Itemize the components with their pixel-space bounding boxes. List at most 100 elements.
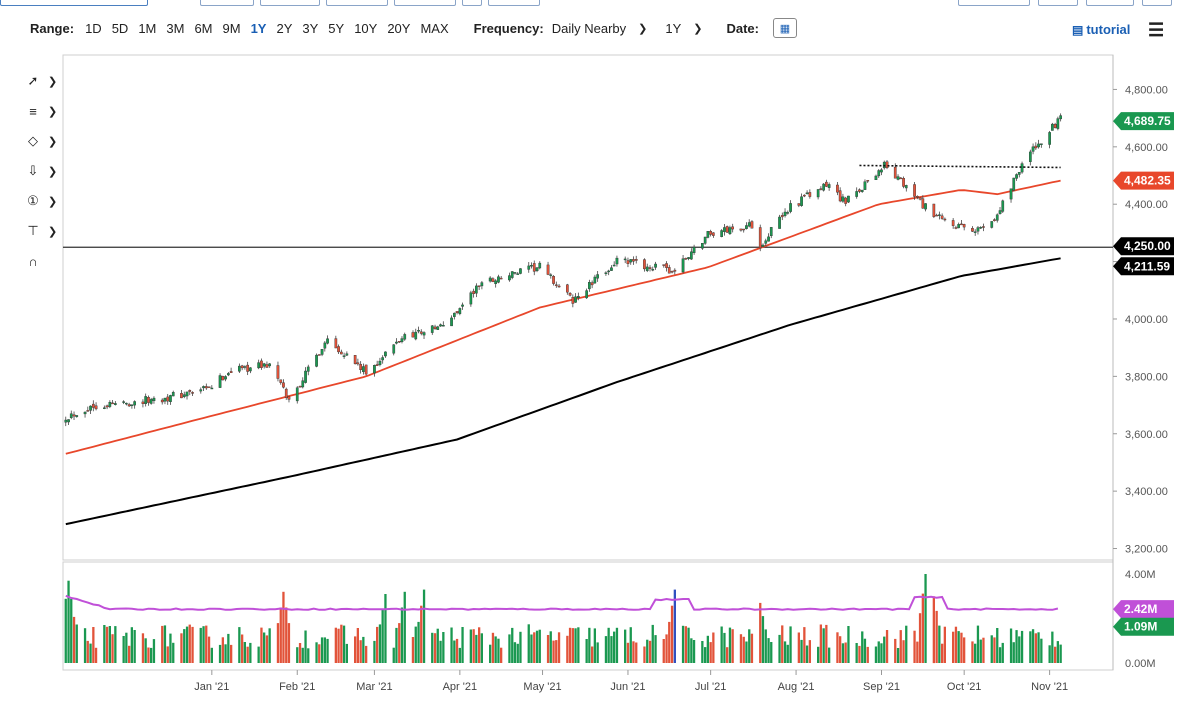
candle bbox=[494, 279, 497, 288]
volume-bar bbox=[885, 630, 889, 663]
annotation-tool[interactable]: ① ❯ bbox=[22, 186, 62, 216]
drawing-tools: ➚ ❯ ≡ ❯ ◇ ❯ ⇩ ❯ ① ❯ ⊤ ❯ ∩ bbox=[22, 66, 62, 276]
candle bbox=[827, 182, 831, 191]
candle-body bbox=[673, 269, 677, 272]
range-option-1y[interactable]: 1Y bbox=[250, 20, 267, 36]
candle bbox=[706, 231, 710, 239]
candle-body bbox=[615, 257, 619, 265]
candle-body bbox=[632, 259, 635, 262]
volume-bar bbox=[960, 632, 963, 663]
volume-bar bbox=[535, 630, 539, 663]
volume-bar bbox=[874, 646, 878, 663]
candle-body bbox=[979, 226, 983, 229]
volume-tick-label: 4.00M bbox=[1125, 569, 1156, 581]
range-option-1m[interactable]: 1M bbox=[138, 20, 157, 36]
line-tool[interactable]: ➚ ❯ bbox=[22, 66, 62, 96]
candle bbox=[612, 261, 616, 267]
shape-tool[interactable]: ◇ ❯ bbox=[22, 126, 62, 156]
candle-body bbox=[111, 402, 114, 405]
candle-body bbox=[246, 364, 249, 372]
strip-button[interactable] bbox=[394, 0, 456, 6]
candle-body bbox=[395, 341, 398, 344]
strip-button[interactable] bbox=[326, 0, 388, 6]
volume-bar bbox=[935, 610, 938, 663]
tutorial-link[interactable]: ▤ tutorial bbox=[1072, 22, 1130, 37]
volume-bar bbox=[152, 639, 156, 663]
calendar-icon[interactable]: ▦ bbox=[773, 18, 797, 38]
volume-bar bbox=[75, 624, 78, 663]
candle bbox=[108, 400, 112, 409]
candle bbox=[819, 186, 823, 191]
candle-body bbox=[260, 360, 263, 368]
period-chevron-down-icon[interactable]: ❯ bbox=[693, 22, 703, 35]
range-option-5d[interactable]: 5D bbox=[111, 20, 129, 36]
strip-button[interactable] bbox=[462, 0, 482, 6]
volume-bar bbox=[596, 642, 599, 663]
chevron-right-icon: ❯ bbox=[48, 135, 58, 148]
tutorial-label: tutorial bbox=[1086, 22, 1131, 37]
candle-body bbox=[298, 386, 302, 388]
hamburger-menu-icon[interactable]: ☰ bbox=[1148, 20, 1165, 40]
candle-body bbox=[342, 355, 346, 357]
candle bbox=[1001, 199, 1005, 213]
candle bbox=[855, 187, 858, 199]
candle-body bbox=[1017, 171, 1021, 175]
candle bbox=[596, 271, 599, 282]
candle bbox=[681, 255, 685, 274]
candle bbox=[527, 262, 531, 273]
volume-bar bbox=[819, 624, 822, 663]
candle bbox=[461, 302, 464, 310]
volume-bar bbox=[83, 628, 87, 663]
range-option-5y[interactable]: 5Y bbox=[328, 20, 345, 36]
strip-button[interactable] bbox=[1142, 0, 1172, 6]
candle-body bbox=[557, 285, 561, 288]
volume-bar bbox=[938, 625, 941, 663]
volume-bar bbox=[147, 647, 150, 663]
range-option-10y[interactable]: 10Y bbox=[354, 20, 378, 36]
arrow-tool[interactable]: ⇩ ❯ bbox=[22, 156, 62, 186]
range-option-9m[interactable]: 9M bbox=[222, 20, 241, 36]
range-option-20y[interactable]: 20Y bbox=[387, 20, 411, 36]
period-select[interactable]: 1Y bbox=[665, 20, 682, 36]
candle bbox=[122, 400, 125, 405]
range-option-3y[interactable]: 3Y bbox=[302, 20, 319, 36]
fib-tool[interactable]: ≡ ❯ bbox=[22, 96, 62, 126]
candle-body bbox=[1015, 174, 1018, 179]
volume-bar bbox=[530, 634, 533, 663]
range-option-3m[interactable]: 3M bbox=[166, 20, 185, 36]
candle bbox=[480, 281, 484, 290]
strip-button[interactable] bbox=[1086, 0, 1134, 6]
strip-button[interactable] bbox=[1038, 0, 1078, 6]
candle bbox=[243, 365, 247, 370]
candle-body bbox=[780, 215, 784, 218]
candle-body bbox=[102, 407, 106, 409]
candle-body bbox=[166, 396, 170, 402]
candle-body bbox=[345, 353, 349, 356]
range-option-6m[interactable]: 6M bbox=[194, 20, 213, 36]
range-option-max[interactable]: MAX bbox=[420, 20, 449, 36]
magnet-tool[interactable]: ∩ bbox=[22, 246, 62, 276]
candle bbox=[938, 211, 941, 220]
frequency-chevron-down-icon[interactable]: ❯ bbox=[638, 22, 648, 35]
volume-bar bbox=[287, 623, 291, 663]
volume-bar bbox=[982, 637, 985, 663]
strip-button[interactable] bbox=[958, 0, 1030, 6]
strip-button[interactable] bbox=[260, 0, 320, 6]
candle-body bbox=[221, 376, 225, 381]
volume-bar bbox=[789, 626, 792, 663]
range-option-2y[interactable]: 2Y bbox=[276, 20, 293, 36]
candle-body bbox=[747, 222, 751, 227]
strip-button[interactable] bbox=[0, 0, 148, 6]
candle-body bbox=[684, 258, 688, 260]
volume-bar bbox=[924, 574, 927, 663]
candle-body bbox=[866, 179, 870, 182]
measure-tool[interactable]: ⊤ ❯ bbox=[22, 216, 62, 246]
strip-button[interactable] bbox=[488, 0, 540, 6]
volume-bar bbox=[883, 636, 886, 663]
volume-bar bbox=[921, 593, 924, 663]
candle-body bbox=[248, 367, 252, 372]
frequency-select[interactable]: Daily Nearby bbox=[551, 20, 627, 36]
range-option-1d[interactable]: 1D bbox=[85, 20, 102, 36]
strip-button[interactable] bbox=[200, 0, 254, 6]
